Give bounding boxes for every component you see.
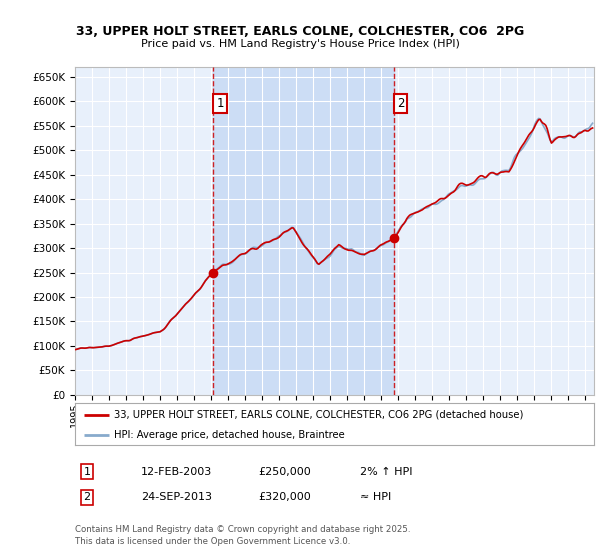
Bar [213, 67, 394, 395]
Text: ≈ HPI: ≈ HPI [360, 492, 391, 502]
Text: HPI: Average price, detached house, Braintree: HPI: Average price, detached house, Brai… [114, 430, 344, 440]
Text: 2: 2 [397, 97, 404, 110]
Text: 1: 1 [83, 466, 91, 477]
Text: 2: 2 [83, 492, 91, 502]
Text: £250,000: £250,000 [258, 466, 311, 477]
Text: 24-SEP-2013: 24-SEP-2013 [141, 492, 212, 502]
Text: 33, UPPER HOLT STREET, EARLS COLNE, COLCHESTER, CO6 2PG (detached house): 33, UPPER HOLT STREET, EARLS COLNE, COLC… [114, 410, 523, 420]
Text: £320,000: £320,000 [258, 492, 311, 502]
Text: 12-FEB-2003: 12-FEB-2003 [141, 466, 212, 477]
Text: 2% ↑ HPI: 2% ↑ HPI [360, 466, 413, 477]
Text: Price paid vs. HM Land Registry's House Price Index (HPI): Price paid vs. HM Land Registry's House … [140, 39, 460, 49]
Text: 1: 1 [216, 97, 224, 110]
Text: 33, UPPER HOLT STREET, EARLS COLNE, COLCHESTER, CO6  2PG: 33, UPPER HOLT STREET, EARLS COLNE, COLC… [76, 25, 524, 38]
Text: Contains HM Land Registry data © Crown copyright and database right 2025.
This d: Contains HM Land Registry data © Crown c… [75, 525, 410, 546]
